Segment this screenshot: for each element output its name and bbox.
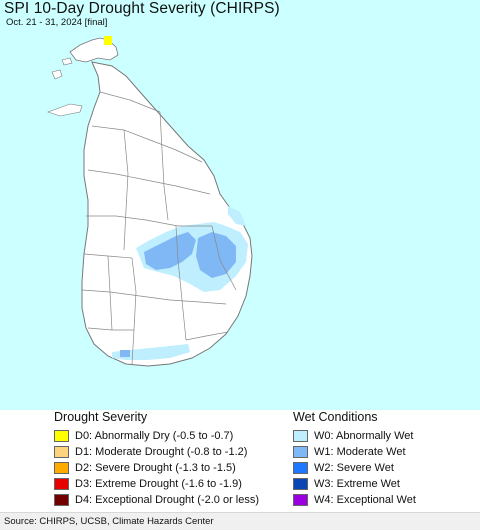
legend-item-d1: D1: Moderate Drought (-0.8 to -1.2) [54, 444, 259, 460]
district-borders [81, 91, 237, 365]
wet-legend-heading: Wet Conditions [293, 410, 378, 424]
wet-conditions-overlay [112, 206, 248, 360]
wet-w1-region-b [196, 232, 236, 278]
swatch-w4 [293, 494, 308, 506]
legend-label-w2: W2: Severe Wet [314, 462, 394, 474]
legend-label-w1: W1: Moderate Wet [314, 446, 406, 458]
legend-item-d4: D4: Exceptional Drought (-2.0 or less) [54, 492, 259, 508]
swatch-d2 [54, 462, 69, 474]
swatch-w1 [293, 446, 308, 458]
map-title: SPI 10-Day Drought Severity (CHIRPS) [4, 0, 280, 17]
swatch-d0 [54, 430, 69, 442]
wet-legend: Wet Conditions W0: Abnormally Wet W1: Mo… [293, 410, 416, 508]
wet-w0-east-coast [228, 206, 246, 226]
legend-label-d1: D1: Moderate Drought (-0.8 to -1.2) [75, 446, 248, 458]
map-subtitle: Oct. 21 - 31, 2024 [final] [6, 17, 108, 28]
source-footer: Source: CHIRPS, UCSB, Climate Hazards Ce… [0, 512, 480, 530]
legend-item-w0: W0: Abnormally Wet [293, 428, 416, 444]
wet-w1-region-a [144, 232, 196, 270]
swatch-w3 [293, 478, 308, 490]
wet-w0-south-coast [112, 344, 190, 360]
swatch-w2 [293, 462, 308, 474]
legend-label-d3: D3: Extreme Drought (-1.6 to -1.9) [75, 478, 242, 490]
legend-label-w0: W0: Abnormally Wet [314, 430, 414, 442]
swatch-d1 [54, 446, 69, 458]
legend-item-w2: W2: Severe Wet [293, 460, 416, 476]
swatch-d4 [54, 494, 69, 506]
legend-item-w4: W4: Exceptional Wet [293, 492, 416, 508]
legend-item-d3: D3: Extreme Drought (-1.6 to -1.9) [54, 476, 259, 492]
legend-item-w3: W3: Extreme Wet [293, 476, 416, 492]
northern-island-1 [51, 69, 63, 80]
drought-legend: Drought Severity D0: Abnormally Dry (-0.… [54, 410, 259, 508]
legend-label-w3: W3: Extreme Wet [314, 478, 400, 490]
legend-label-d0: D0: Abnormally Dry (-0.5 to -0.7) [75, 430, 234, 442]
legend-label-d2: D2: Severe Drought (-1.3 to -1.5) [75, 462, 236, 474]
legend-item-w1: W1: Moderate Wet [293, 444, 416, 460]
mannar-island [47, 103, 83, 117]
drought-legend-heading: Drought Severity [54, 410, 148, 424]
legend-label-w4: W4: Exceptional Wet [314, 494, 416, 506]
drought-d0-patch [104, 36, 112, 45]
legend-item-d0: D0: Abnormally Dry (-0.5 to -0.7) [54, 428, 259, 444]
map-panel: SPI 10-Day Drought Severity (CHIRPS) Oct… [0, 0, 480, 410]
legend-item-d2: D2: Severe Drought (-1.3 to -1.5) [54, 460, 259, 476]
wet-w1-south-patch [120, 350, 130, 357]
legend-panel: Drought Severity D0: Abnormally Dry (-0.… [0, 410, 480, 510]
swatch-d3 [54, 478, 69, 490]
legend-label-d4: D4: Exceptional Drought (-2.0 or less) [75, 494, 260, 506]
northern-island-2 [61, 57, 73, 66]
sri-lanka-map [47, 36, 253, 367]
swatch-w0 [293, 430, 308, 442]
